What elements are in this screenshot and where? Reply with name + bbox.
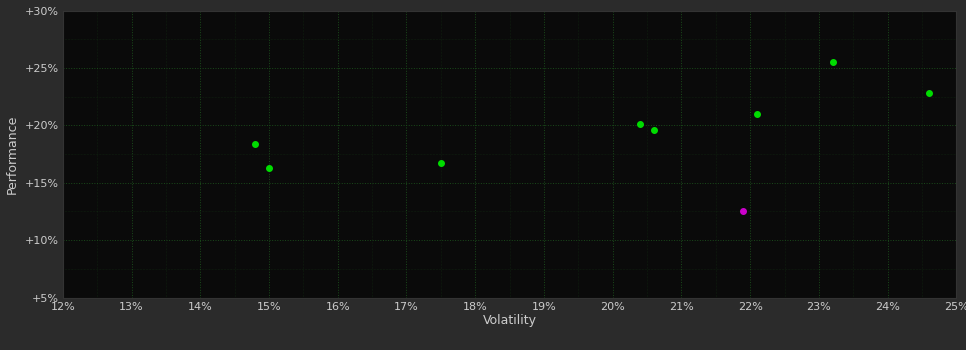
Y-axis label: Performance: Performance [6,114,19,194]
X-axis label: Volatility: Volatility [483,314,536,328]
